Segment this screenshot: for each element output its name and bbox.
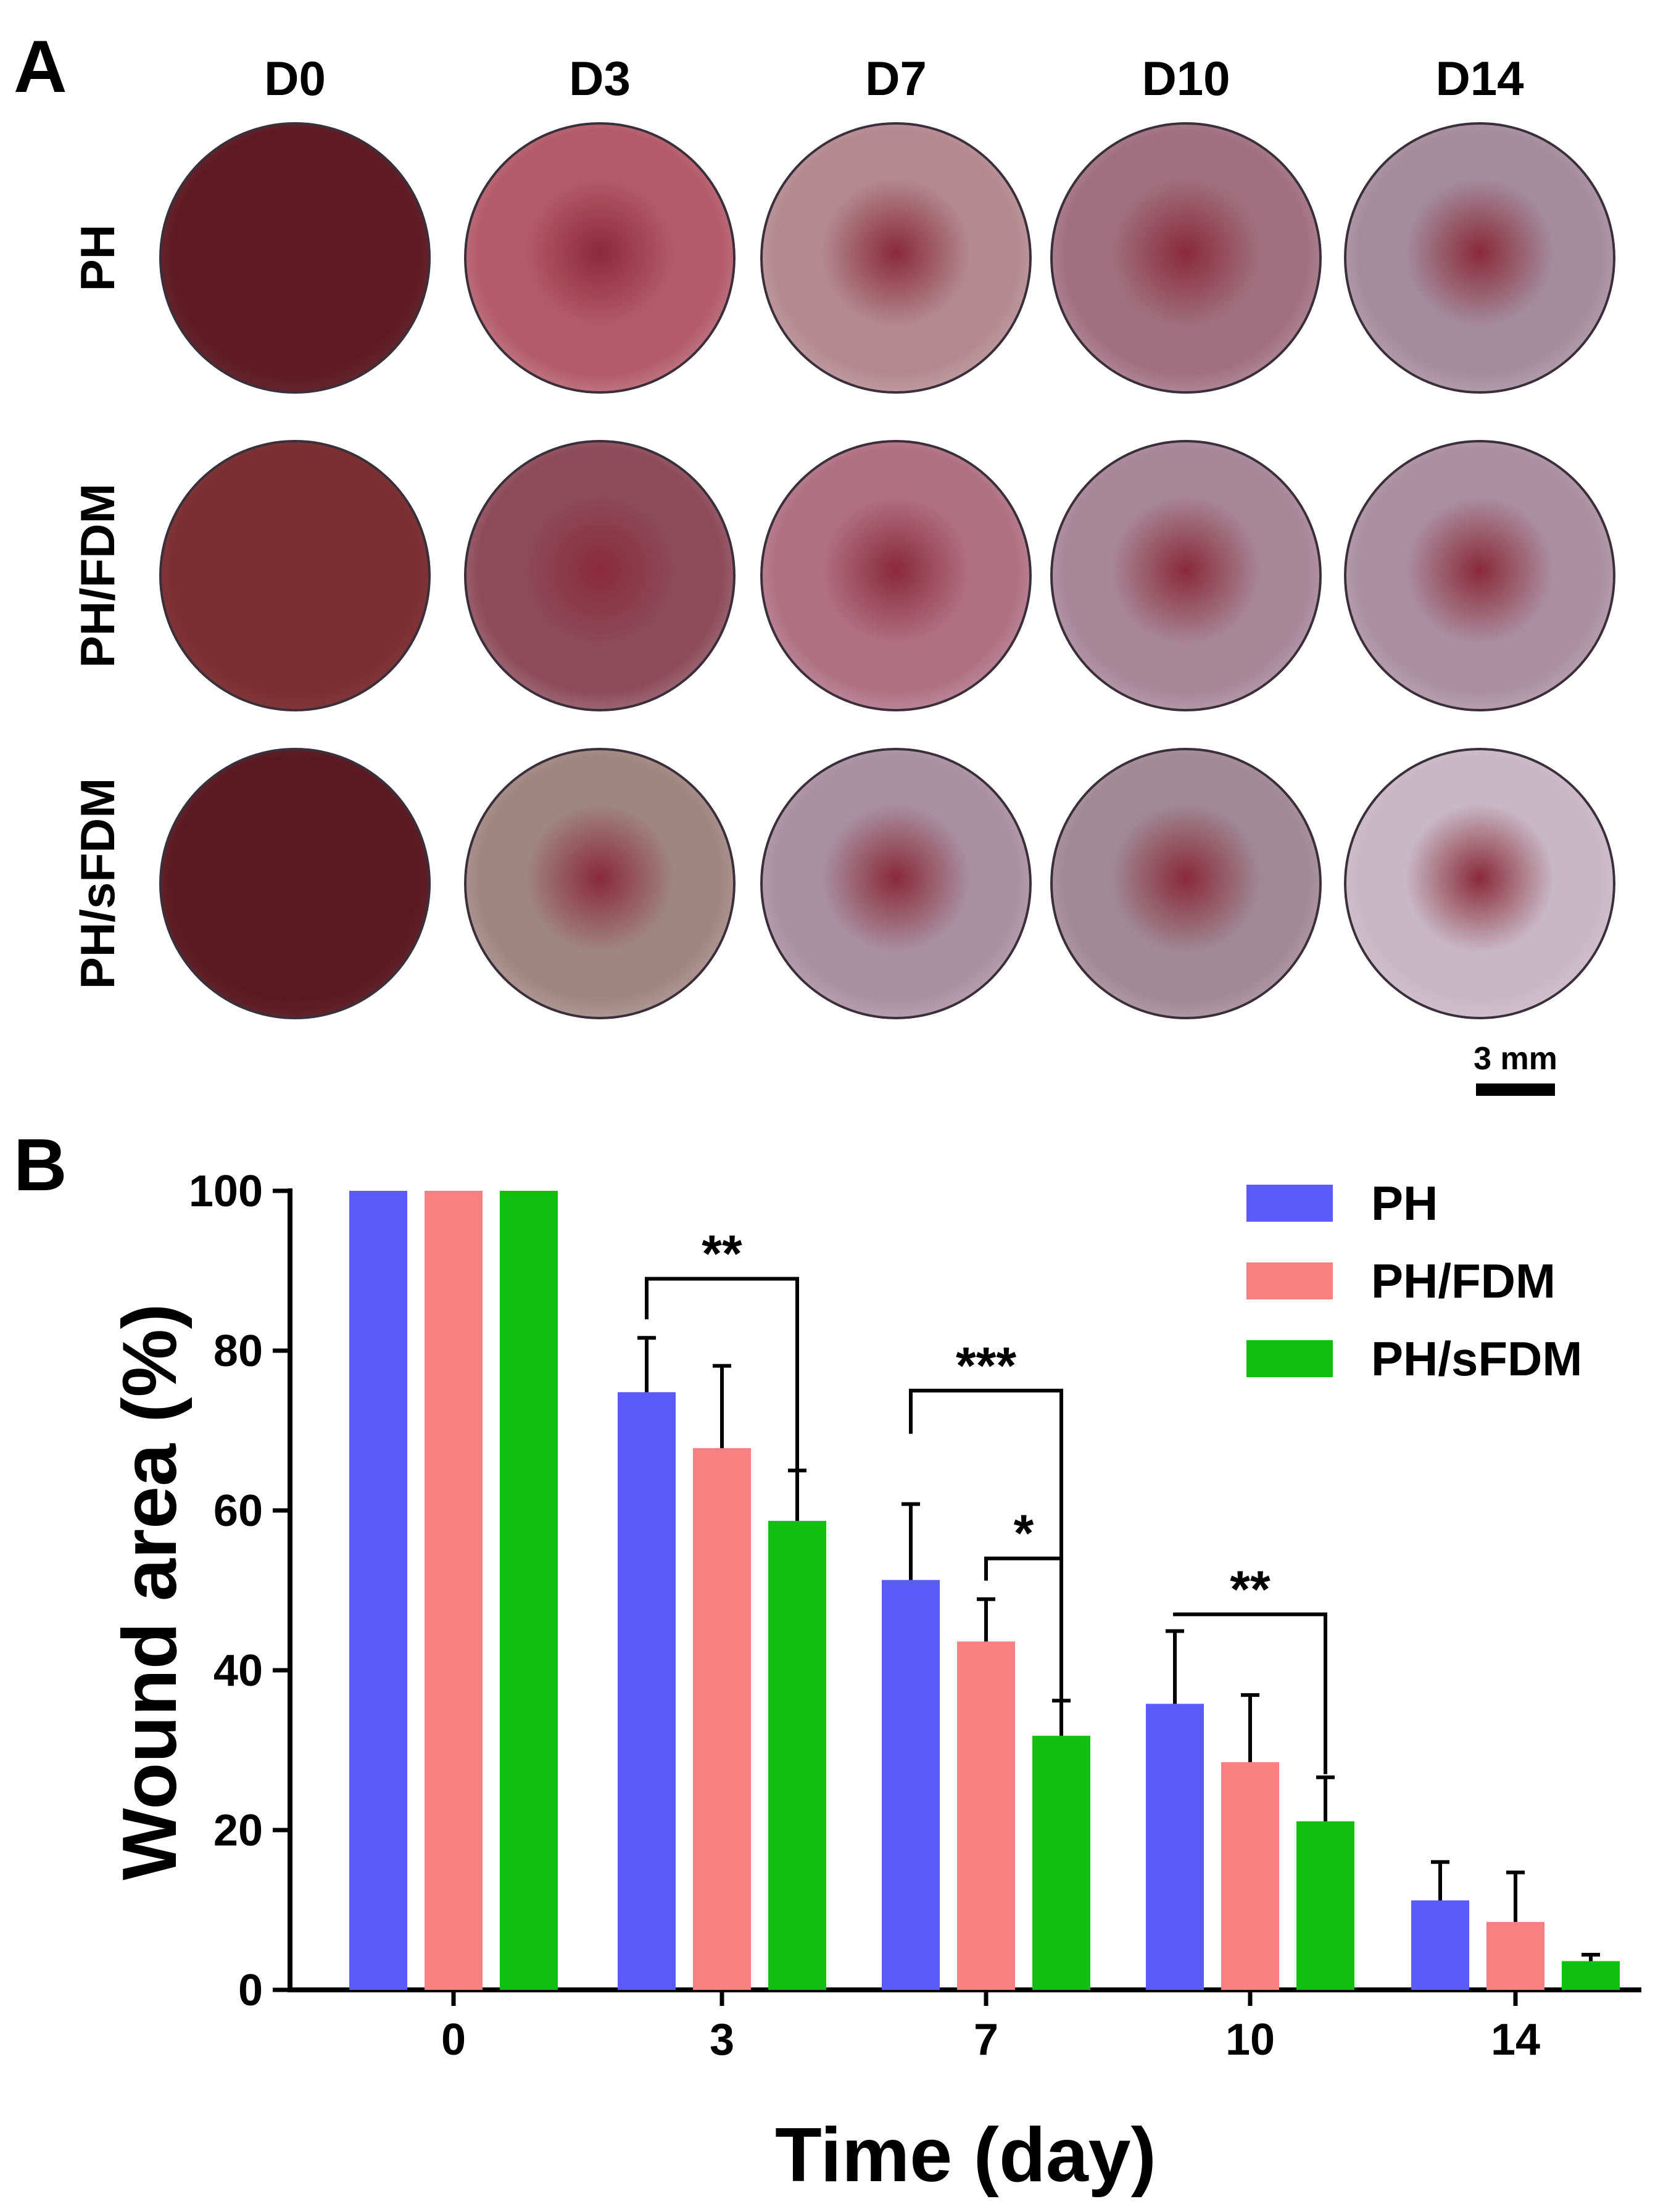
- legend-swatch-ph-sfdm: [1246, 1340, 1333, 1377]
- y-tick-label: 80: [214, 1327, 263, 1376]
- legend-label-ph: PH: [1371, 1176, 1438, 1230]
- wound-photo-ph-d10: [1050, 122, 1322, 394]
- day-label-d10: D10: [1142, 51, 1230, 106]
- bar-ph-sfdm-day7: [1032, 1736, 1090, 1990]
- bar-ph-day3: [618, 1392, 676, 1990]
- bar-ph-fdm-day3: [693, 1448, 751, 1990]
- bar-ph-sfdm-day10: [1296, 1821, 1354, 1990]
- wound-photo-ph-sfdm-d0: [159, 748, 431, 1019]
- panel-b-letter: B: [14, 1124, 67, 1206]
- legend-swatch-ph-fdm: [1246, 1262, 1333, 1299]
- wound-photo-ph-sfdm-d14: [1344, 748, 1615, 1019]
- bar-ph-day0: [349, 1191, 407, 1990]
- day-label-d3: D3: [569, 51, 631, 106]
- wound-photo-ph-d7: [760, 122, 1032, 394]
- bar-ph-sfdm-day14: [1562, 1961, 1620, 1990]
- x-tick-label: 7: [974, 2015, 998, 2065]
- x-tick-label: 0: [441, 2015, 466, 2065]
- wound-photo-ph-fdm-d14: [1344, 440, 1615, 711]
- wound-photo-ph-fdm-d7: [760, 440, 1032, 711]
- x-tick-label: 3: [710, 2015, 734, 2065]
- wound-photo-ph-sfdm-d7: [760, 748, 1032, 1019]
- legend-label-ph-sfdm: PH/sFDM: [1371, 1332, 1582, 1386]
- x-tick-label: 10: [1225, 2015, 1275, 2065]
- bar-ph-fdm-day10: [1221, 1762, 1279, 1990]
- wound-photo-ph-sfdm-d3: [464, 748, 736, 1019]
- bar-ph-day7: [882, 1580, 940, 1990]
- bar-ph-fdm-day0: [425, 1191, 483, 1990]
- significance-label: ***: [956, 1336, 1016, 1394]
- y-tick-label: 100: [189, 1167, 263, 1216]
- bar-ph-day10: [1146, 1704, 1204, 1990]
- significance-bracket: [645, 1277, 799, 1518]
- bar-ph-sfdm-day0: [500, 1191, 558, 1990]
- y-tick-label: 60: [214, 1486, 263, 1536]
- legend-label-ph-fdm: PH/FDM: [1371, 1254, 1556, 1308]
- y-tick-label: 20: [214, 1806, 263, 1855]
- bar-ph-fdm-day14: [1486, 1921, 1544, 1990]
- day-label-d0: D0: [264, 51, 326, 106]
- wound-photo-ph-sfdm-d10: [1050, 748, 1322, 1019]
- day-label-d7: D7: [865, 51, 927, 106]
- y-tick-label: 40: [214, 1646, 263, 1696]
- day-label-d14: D14: [1435, 51, 1524, 106]
- bar-ph-day14: [1411, 1900, 1469, 1990]
- significance-label: *: [1014, 1504, 1034, 1562]
- bar-ph-fdm-day7: [957, 1641, 1015, 1990]
- wound-photo-ph-d14: [1344, 122, 1615, 394]
- significance-label: **: [702, 1224, 742, 1282]
- significance-label: **: [1230, 1560, 1271, 1618]
- y-tick-label: 0: [238, 1966, 263, 2015]
- panel-a-letter: A: [14, 25, 67, 108]
- wound-photo-ph-fdm-d3: [464, 440, 736, 711]
- y-axis-title: Wound area (%): [107, 1304, 193, 1881]
- legend-swatch-ph: [1246, 1185, 1333, 1222]
- scale-bar-label: 3 mm: [1474, 1041, 1557, 1077]
- x-axis-title: Time (day): [775, 2113, 1156, 2198]
- significance-bracket: [984, 1556, 1063, 1599]
- x-tick-label: 14: [1491, 2015, 1540, 2065]
- bar-ph-sfdm-day3: [768, 1520, 826, 1990]
- wound-photo-ph-d0: [159, 122, 431, 394]
- scale-bar: [1476, 1083, 1555, 1096]
- wound-photo-ph-fdm-d0: [159, 440, 431, 711]
- wound-photo-ph-d3: [464, 122, 736, 394]
- wound-photo-ph-fdm-d10: [1050, 440, 1322, 711]
- significance-bracket: [1173, 1612, 1327, 1775]
